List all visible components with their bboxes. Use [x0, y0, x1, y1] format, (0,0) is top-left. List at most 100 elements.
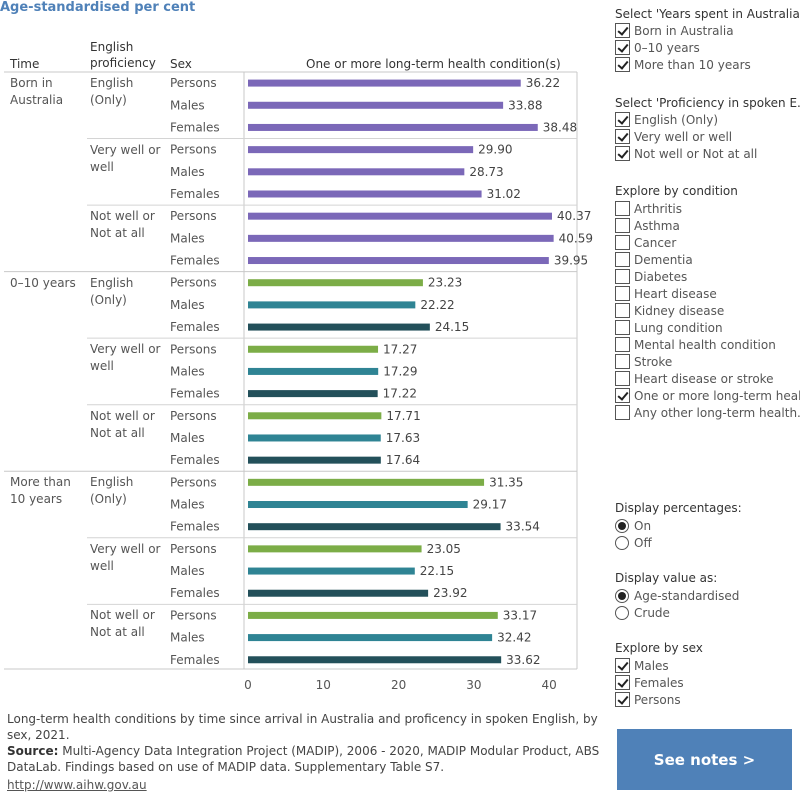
english-proficiency-label: Not well or: [90, 408, 155, 423]
checkbox[interactable]: [615, 320, 630, 335]
value-label: 31.02: [487, 187, 521, 201]
condition-filter-option[interactable]: Lung condition: [615, 319, 723, 336]
display-value-option[interactable]: Age-standardised: [615, 587, 739, 604]
option-label: 0–10 years: [634, 40, 700, 55]
bar: [248, 390, 378, 398]
radio-button[interactable]: [615, 588, 629, 603]
english-proficiency-label: well: [90, 359, 114, 374]
sex-filter-option[interactable]: Males: [615, 657, 669, 674]
sex-label: Females: [170, 453, 220, 467]
years-filter-title: Select 'Years spent in Australia': [615, 7, 800, 21]
bar: [248, 101, 504, 109]
proficiency-filter-option[interactable]: Not well or Not at all: [615, 145, 757, 162]
option-label: Crude: [634, 605, 670, 620]
checkbox[interactable]: [615, 218, 630, 233]
aihw-link[interactable]: http://www.aihw.gov.au: [7, 778, 147, 792]
option-label: Lung condition: [634, 320, 723, 335]
checkbox[interactable]: [615, 201, 630, 216]
value-label: 22.22: [420, 298, 454, 312]
value-label: 40.37: [557, 209, 591, 223]
bar: [248, 456, 381, 464]
sex-label: Males: [170, 364, 205, 378]
years-filter-option[interactable]: Born in Australia: [615, 22, 734, 39]
condition-filter-option[interactable]: Heart disease: [615, 285, 717, 302]
radio-button[interactable]: [615, 605, 629, 620]
value-label: 22.15: [420, 564, 454, 578]
bar: [248, 367, 379, 375]
condition-filter-option[interactable]: Mental health condition: [615, 336, 776, 353]
time-label: More than: [10, 475, 71, 490]
checkbox[interactable]: [615, 252, 630, 267]
condition-filter-option[interactable]: Diabetes: [615, 268, 687, 285]
bar: [248, 523, 501, 531]
checkbox[interactable]: [615, 354, 630, 369]
x-tick-label: 20: [391, 678, 406, 692]
checkbox[interactable]: [615, 146, 630, 161]
checkbox[interactable]: [615, 129, 630, 144]
checkbox[interactable]: [615, 405, 630, 420]
proficiency-filter-option[interactable]: Very well or well: [615, 128, 732, 145]
column-header-english-line1: English: [90, 40, 134, 54]
condition-filter-option[interactable]: One or more long-term heal..: [615, 387, 800, 404]
value-label: 33.54: [506, 520, 540, 534]
proficiency-filter-title: Select 'Proficiency in spoken E..: [615, 96, 800, 110]
checkbox[interactable]: [615, 692, 630, 707]
option-label: Cancer: [634, 235, 677, 250]
checkbox[interactable]: [615, 235, 630, 250]
english-proficiency-label: Not at all: [90, 226, 145, 241]
condition-filter-option[interactable]: Stroke: [615, 353, 672, 370]
checkbox[interactable]: [615, 303, 630, 318]
checkbox[interactable]: [615, 269, 630, 284]
sex-label: Persons: [170, 608, 217, 622]
english-proficiency-label: Very well or: [90, 541, 161, 556]
option-label: Off: [634, 535, 652, 550]
condition-filter-option[interactable]: Asthma: [615, 217, 680, 234]
condition-filter-option[interactable]: Any other long-term health..: [615, 404, 800, 421]
display-percentages-option[interactable]: On: [615, 517, 651, 534]
years-filter-option[interactable]: 0–10 years: [615, 39, 700, 56]
checkbox[interactable]: [615, 337, 630, 352]
checkbox[interactable]: [615, 388, 630, 403]
condition-filter-option[interactable]: Kidney disease: [615, 302, 724, 319]
checkbox[interactable]: [615, 57, 630, 72]
english-proficiency-label: (Only): [90, 292, 127, 307]
sex-filter-option[interactable]: Females: [615, 674, 684, 691]
bar: [248, 345, 379, 353]
english-proficiency-label: Not well or: [90, 608, 155, 623]
checkbox[interactable]: [615, 40, 630, 55]
english-proficiency-label: Very well or: [90, 342, 161, 357]
option-label: Persons: [634, 692, 681, 707]
display-value-option[interactable]: Crude: [615, 604, 670, 621]
display-percentages-option[interactable]: Off: [615, 534, 652, 551]
radio-button[interactable]: [615, 518, 629, 533]
checkbox[interactable]: [615, 286, 630, 301]
bar: [248, 123, 538, 131]
english-proficiency-label: (Only): [90, 492, 127, 507]
see-notes-button[interactable]: See notes >: [617, 729, 792, 790]
english-proficiency-label: Not at all: [90, 625, 145, 640]
checkbox[interactable]: [615, 371, 630, 386]
checkbox[interactable]: [615, 675, 630, 690]
checkbox[interactable]: [615, 658, 630, 673]
condition-filter-option[interactable]: Heart disease or stroke: [615, 370, 774, 387]
checkbox[interactable]: [615, 23, 630, 38]
sex-filter-option[interactable]: Persons: [615, 691, 681, 708]
english-proficiency-label: well: [90, 159, 114, 174]
bar: [248, 611, 498, 619]
value-label: 17.27: [383, 342, 417, 356]
condition-filter-option[interactable]: Cancer: [615, 234, 676, 251]
english-proficiency-label: Not well or: [90, 209, 155, 224]
sex-label: Persons: [170, 542, 217, 556]
years-filter-option[interactable]: More than 10 years: [615, 56, 751, 73]
checkbox[interactable]: [615, 112, 630, 127]
option-label: English (Only): [634, 112, 718, 127]
sex-label: Males: [170, 631, 205, 645]
condition-filter-option[interactable]: Dementia: [615, 251, 693, 268]
time-label: Australia: [10, 93, 64, 107]
condition-filter-option[interactable]: Arthritis: [615, 200, 682, 217]
option-label: Heart disease or stroke: [634, 371, 774, 386]
radio-button[interactable]: [615, 535, 629, 550]
option-label: Mental health condition: [634, 337, 776, 352]
proficiency-filter-option[interactable]: English (Only): [615, 111, 718, 128]
sex-filter-title: Explore by sex: [615, 641, 703, 655]
